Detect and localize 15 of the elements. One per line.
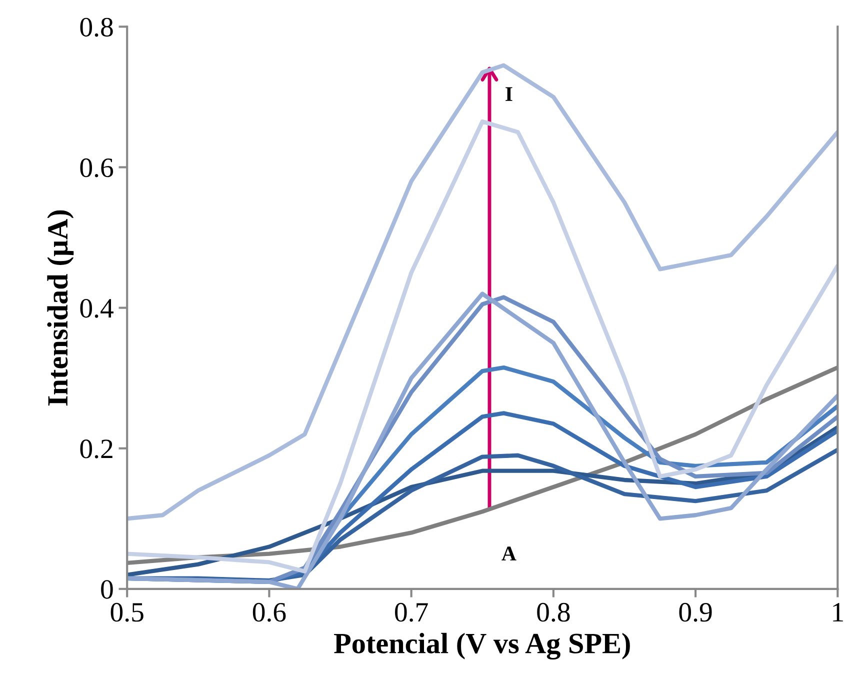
y-tick-label: 0.4	[80, 298, 114, 318]
x-axis-title: Potencial (V vs Ag SPE)	[334, 632, 630, 660]
annotation: I	[506, 87, 512, 101]
y-tick-label: 0.8	[80, 18, 113, 37]
annotation: A	[502, 546, 516, 560]
y-axis-title: Intensidad (µA)	[47, 210, 74, 406]
y-tick-label: 0	[101, 580, 113, 599]
x-tick-label: 0.9	[679, 602, 712, 622]
x-tick-label: 0.6	[252, 602, 286, 622]
x-tick-label: 1	[833, 603, 843, 622]
y-tick-label: 0.6	[80, 158, 114, 178]
x-tick-label: 0.7	[395, 602, 428, 622]
x-tick-label: 0.8	[537, 602, 570, 622]
x-tick-label: 0.5	[110, 602, 144, 622]
y-tick-label: 0.2	[80, 440, 112, 458]
